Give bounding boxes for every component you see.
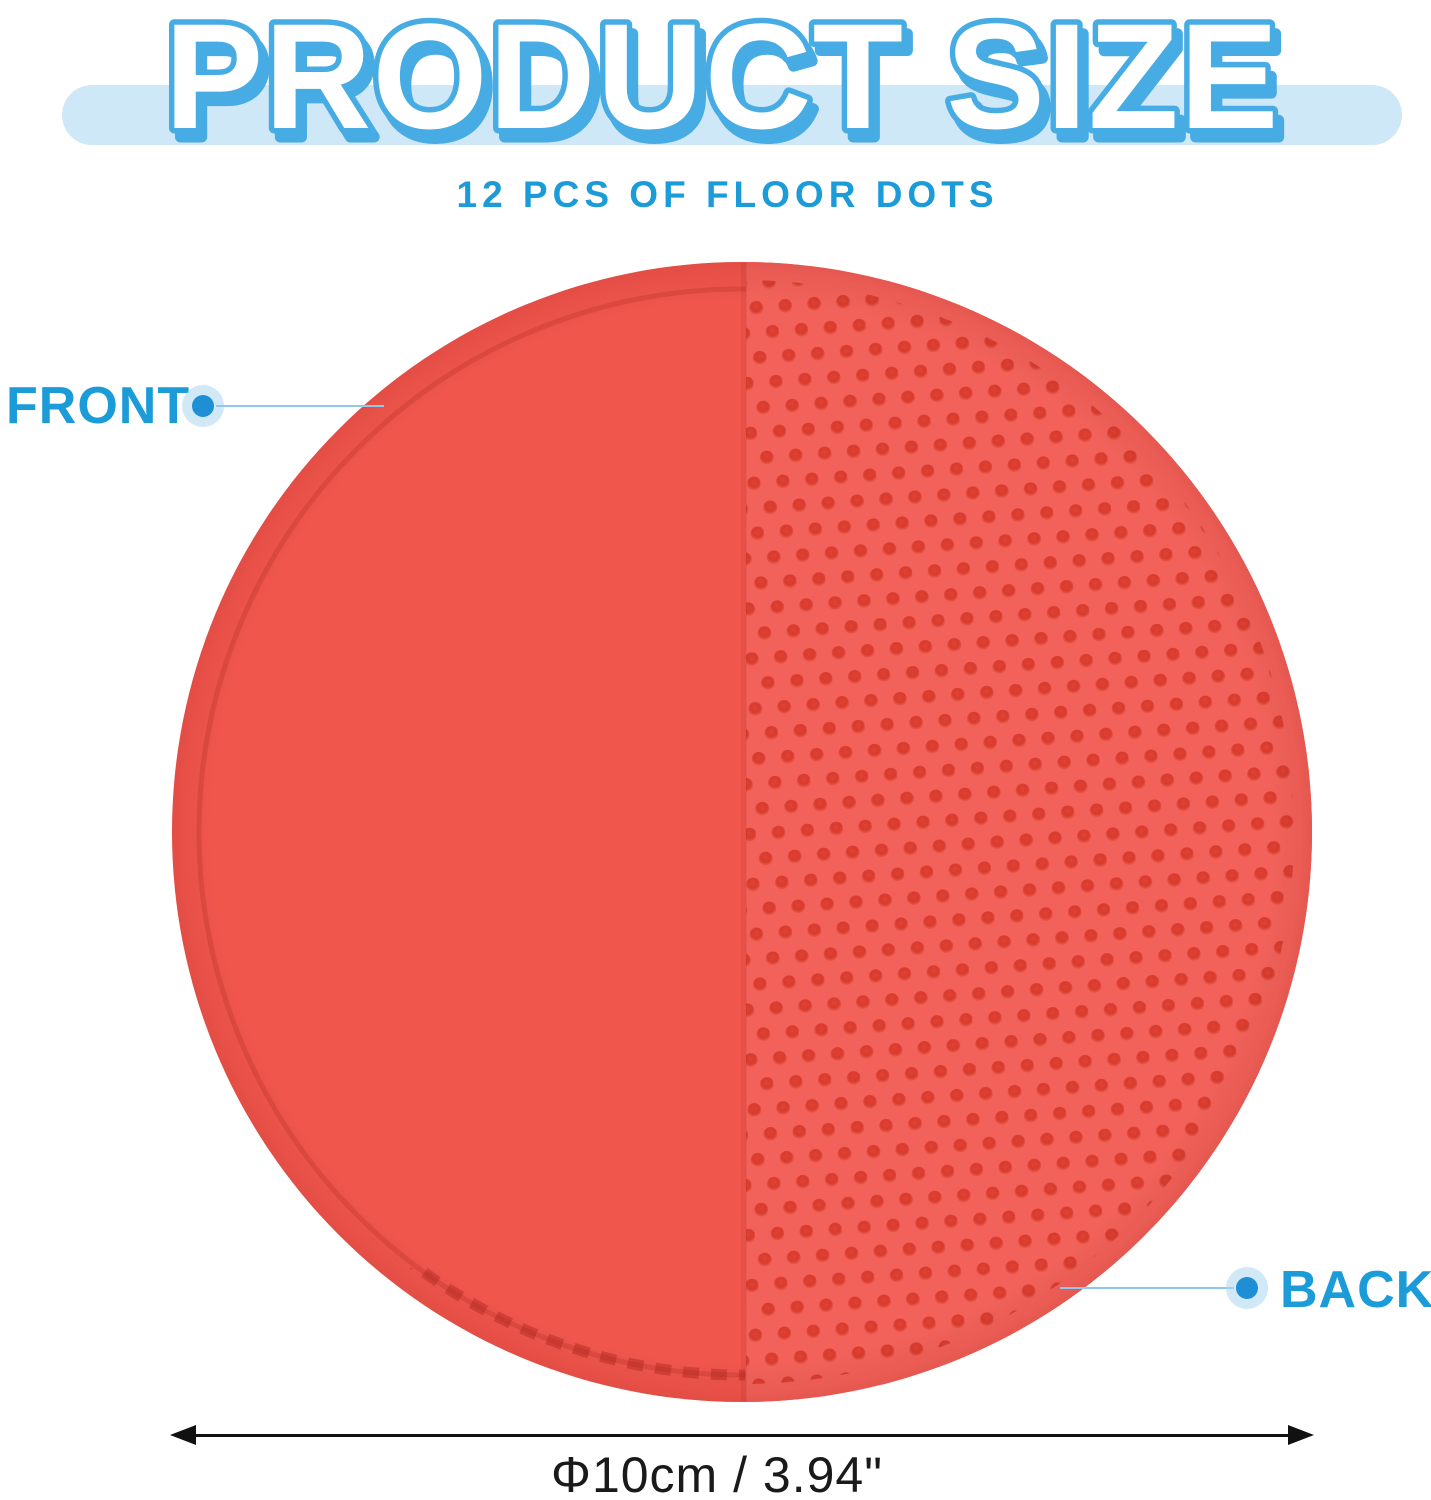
- arrowhead-right-icon: [1288, 1425, 1314, 1445]
- diameter-dimension: Φ10cm / 3.94": [551, 1447, 883, 1500]
- title-background-bar: [62, 85, 1402, 145]
- back-leader-line: [1060, 1287, 1234, 1289]
- page-title: PRODUCT SIZE: [165, 0, 1280, 160]
- front-label: FRONT: [6, 377, 191, 435]
- page-title-shadow: PRODUCT SIZE: [171, 1, 1286, 169]
- arrowhead-left-icon: [170, 1425, 196, 1445]
- page-title-svg: PRODUCT SIZE PRODUCT SIZE: [159, 0, 1290, 175]
- back-leader-dot-icon: [1236, 1277, 1258, 1299]
- back-label: BACK: [1280, 1261, 1431, 1319]
- page-subtitle: 12 PCS OF FLOOR DOTS: [456, 174, 999, 215]
- front-leader-dot-icon: [192, 395, 214, 417]
- disc-edge-shading: [172, 262, 1312, 1402]
- front-leader-line: [216, 405, 384, 407]
- diameter-arrow-line: [192, 1434, 1292, 1437]
